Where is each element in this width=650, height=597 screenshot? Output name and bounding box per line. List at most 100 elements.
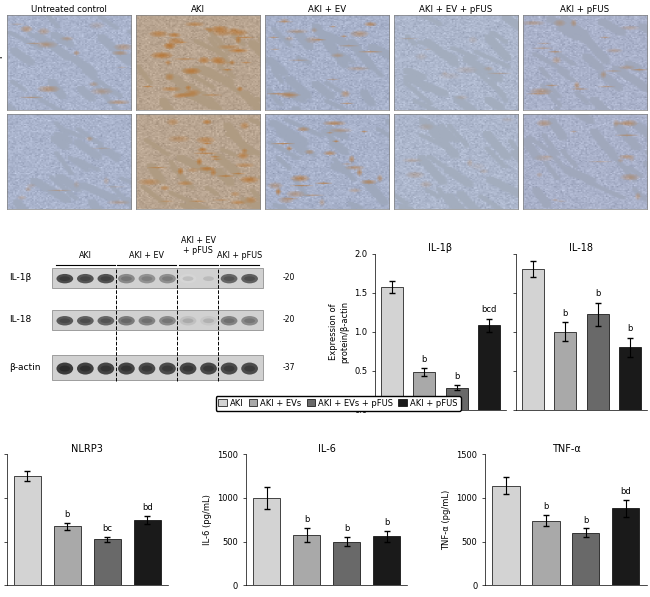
Ellipse shape (162, 318, 173, 323)
Bar (116, 269, 136, 287)
Ellipse shape (241, 362, 258, 374)
Bar (75, 356, 95, 378)
Bar (116, 356, 136, 378)
Bar (554, 331, 577, 410)
Bar (75, 269, 95, 287)
Title: AKI + EV: AKI + EV (307, 5, 346, 14)
Y-axis label: IL-6 (pg/mL): IL-6 (pg/mL) (203, 494, 212, 545)
Ellipse shape (159, 274, 176, 284)
Y-axis label: IL-18: IL-18 (0, 149, 3, 173)
Text: bc: bc (102, 524, 112, 533)
Bar (413, 372, 436, 410)
Text: bd: bd (621, 487, 631, 496)
Ellipse shape (57, 362, 73, 374)
Ellipse shape (121, 365, 132, 371)
Bar (94, 539, 121, 585)
Ellipse shape (118, 274, 135, 284)
Title: AKI + pFUS: AKI + pFUS (560, 5, 609, 14)
Ellipse shape (159, 316, 176, 325)
Ellipse shape (80, 276, 91, 281)
Text: AKI + pFUS: AKI + pFUS (216, 251, 262, 260)
Bar (52, 310, 263, 330)
Title: TNF-α: TNF-α (552, 444, 580, 454)
Ellipse shape (121, 318, 132, 323)
Text: b: b (563, 309, 568, 318)
Text: b: b (304, 515, 309, 524)
Ellipse shape (142, 318, 152, 323)
Ellipse shape (179, 316, 196, 325)
Ellipse shape (203, 318, 214, 323)
Text: b: b (595, 289, 601, 298)
Bar (158, 356, 177, 378)
Ellipse shape (138, 274, 155, 284)
Bar (52, 267, 263, 288)
Ellipse shape (200, 274, 217, 284)
Title: AKI + EV + pFUS: AKI + EV + pFUS (419, 5, 492, 14)
Ellipse shape (59, 365, 70, 371)
Ellipse shape (241, 274, 258, 284)
Bar (446, 387, 467, 410)
Bar (199, 269, 218, 287)
Ellipse shape (200, 316, 217, 325)
Title: NLRP3: NLRP3 (72, 444, 103, 454)
Title: IL-1β: IL-1β (428, 243, 452, 253)
Bar (158, 269, 177, 287)
Bar (219, 269, 239, 287)
Bar (55, 311, 75, 328)
Ellipse shape (121, 276, 132, 281)
Bar (253, 498, 280, 585)
Ellipse shape (203, 276, 214, 281)
Ellipse shape (59, 318, 70, 323)
Bar (178, 311, 198, 328)
Text: -37: -37 (283, 363, 296, 372)
Title: AKI: AKI (190, 5, 205, 14)
Ellipse shape (221, 274, 237, 284)
Text: b: b (543, 503, 549, 512)
Ellipse shape (183, 318, 194, 323)
Bar (532, 521, 560, 585)
Bar (96, 269, 116, 287)
Bar (178, 269, 198, 287)
Ellipse shape (162, 365, 173, 371)
Title: IL-6: IL-6 (318, 444, 335, 454)
Ellipse shape (244, 276, 255, 281)
Y-axis label: Expression of
protein/β-actin: Expression of protein/β-actin (330, 300, 349, 362)
Ellipse shape (142, 365, 152, 371)
Ellipse shape (98, 274, 114, 284)
Text: β-actin: β-actin (9, 363, 41, 372)
Bar (96, 311, 116, 328)
Bar (158, 311, 177, 328)
Bar (240, 356, 259, 378)
Text: b: b (627, 324, 632, 333)
Ellipse shape (221, 362, 237, 374)
Ellipse shape (142, 276, 152, 281)
Bar (381, 287, 403, 410)
Bar (572, 533, 599, 585)
Bar (137, 311, 157, 328)
Ellipse shape (77, 316, 94, 325)
Bar (54, 527, 81, 585)
Ellipse shape (159, 362, 176, 374)
Bar (178, 356, 198, 378)
Text: b: b (422, 355, 427, 364)
Text: b: b (583, 516, 588, 525)
Ellipse shape (138, 316, 155, 325)
Text: IL-18: IL-18 (9, 315, 32, 324)
Text: AKI + EV: AKI + EV (129, 251, 164, 260)
Text: b: b (454, 372, 460, 381)
Ellipse shape (118, 316, 135, 325)
Ellipse shape (179, 274, 196, 284)
Ellipse shape (101, 365, 111, 371)
Ellipse shape (98, 362, 114, 374)
Ellipse shape (224, 276, 235, 281)
Ellipse shape (221, 316, 237, 325)
Text: -20: -20 (283, 273, 296, 282)
Ellipse shape (98, 316, 114, 325)
Bar (373, 536, 400, 585)
Ellipse shape (241, 316, 258, 325)
Bar (219, 356, 239, 378)
Text: -20: -20 (283, 315, 296, 324)
Bar (587, 315, 608, 410)
Ellipse shape (80, 365, 91, 371)
Bar (333, 541, 360, 585)
